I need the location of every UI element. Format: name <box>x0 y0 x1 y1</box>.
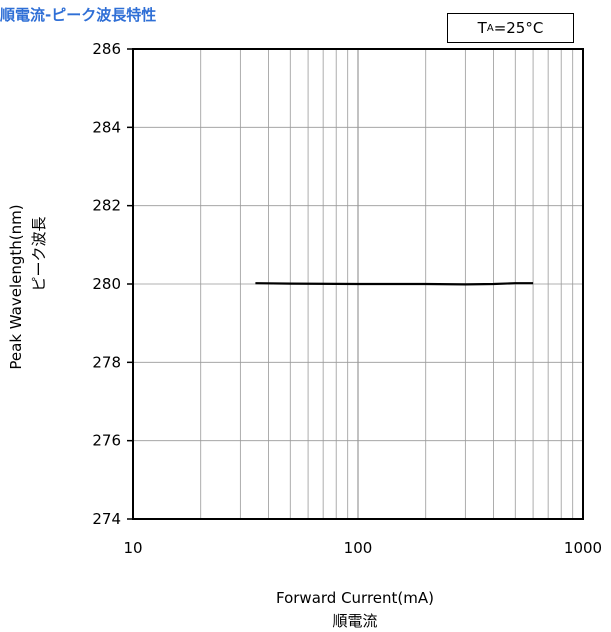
y-tick-label: 274 <box>92 510 121 528</box>
x-tick-label: 100 <box>344 539 373 557</box>
x-tick-label: 1000 <box>564 539 602 557</box>
condition-value: =25°C <box>493 19 544 37</box>
chart-title: 順電流-ピーク波長特性 <box>0 6 157 24</box>
tick-labels: 274 276 278 280 282 284 286 10 100 1000 <box>92 40 602 557</box>
series-line <box>255 282 534 286</box>
x-axis-label: Forward Current(mA) <box>276 589 434 607</box>
y-axis-label: Peak Wavelength(nm) <box>7 204 25 369</box>
condition-subscript: A <box>486 22 494 34</box>
y-axis-label-jp: ピーク波長 <box>30 216 48 291</box>
y-tick-label: 278 <box>92 353 121 371</box>
x-axis-label-jp: 順電流 <box>332 612 377 630</box>
y-tick-label: 276 <box>92 432 121 450</box>
series-layer <box>255 282 534 286</box>
x-tick-label: 10 <box>123 539 142 557</box>
condition-label: T A =25°C <box>447 13 574 43</box>
plot-frame <box>132 48 584 520</box>
y-tick-label: 280 <box>92 275 121 293</box>
y-tick-label: 286 <box>92 40 121 58</box>
condition-symbol: T <box>477 19 487 37</box>
y-tick-label: 284 <box>92 118 121 136</box>
y-tick-label: 282 <box>92 197 121 215</box>
